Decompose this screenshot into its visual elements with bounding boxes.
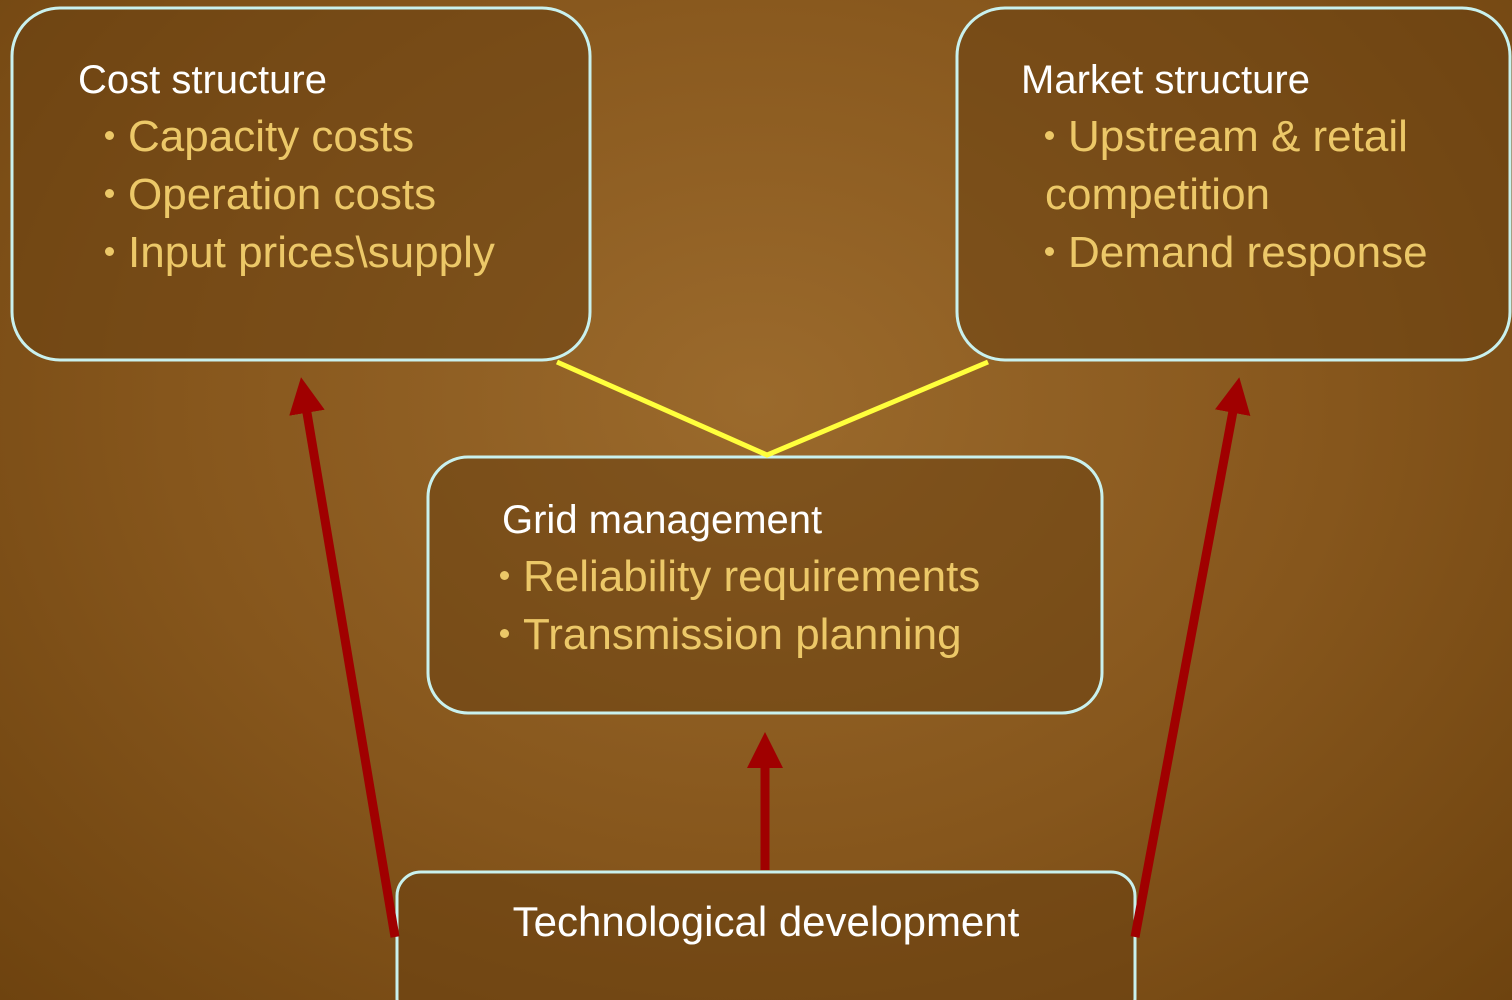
item-text: Operation costs xyxy=(128,170,437,219)
node-box xyxy=(10,6,592,362)
item: Demand response xyxy=(1045,224,1475,282)
bullet xyxy=(1045,246,1054,256)
bullet xyxy=(105,188,114,198)
arrow xyxy=(289,377,400,938)
arrow xyxy=(1130,377,1251,938)
node-title: Cost structure xyxy=(78,58,327,102)
item-text: Capacity costs xyxy=(128,112,415,161)
node-box xyxy=(395,870,1137,1000)
bullet xyxy=(1045,130,1054,140)
item-text: Demand response xyxy=(1068,228,1428,277)
node-title: Grid management xyxy=(502,498,823,542)
item: Input prices\supply xyxy=(105,224,578,282)
bullet xyxy=(105,130,114,140)
item: Operation costs xyxy=(105,166,578,224)
node-box xyxy=(426,455,1104,715)
bullet xyxy=(500,628,509,638)
item: Capacity costs xyxy=(105,108,578,166)
item-text: Transmission planning xyxy=(523,610,962,659)
node: Technological development xyxy=(397,898,1135,946)
item-text: Reliability requirements xyxy=(523,552,981,601)
item: Upstream & retail competition xyxy=(1045,108,1475,224)
item-list: Upstream & retail competition Demand resp… xyxy=(1021,108,1475,282)
connector xyxy=(555,359,989,458)
node: Market structure Upstream & retail compe… xyxy=(1021,56,1501,282)
item-text: Input prices\supply xyxy=(128,228,495,277)
bullet xyxy=(105,246,114,256)
item-list: Capacity costs Operation costs Input price… xyxy=(78,108,578,282)
item-text: Upstream & retail competition xyxy=(1045,112,1408,219)
item: Reliability requirements xyxy=(500,548,1092,606)
node-title: Market structure xyxy=(1021,58,1310,102)
node: Cost structure Capacity costs Operation c… xyxy=(78,56,578,282)
node: Grid management Reliability requirements… xyxy=(500,496,1092,664)
bullet xyxy=(500,570,509,580)
item: Transmission planning xyxy=(500,606,1092,664)
node-title: Technological development xyxy=(512,898,1020,945)
node-box xyxy=(955,6,1512,362)
item-list: Reliability requirements Transmission pla… xyxy=(500,548,1092,664)
